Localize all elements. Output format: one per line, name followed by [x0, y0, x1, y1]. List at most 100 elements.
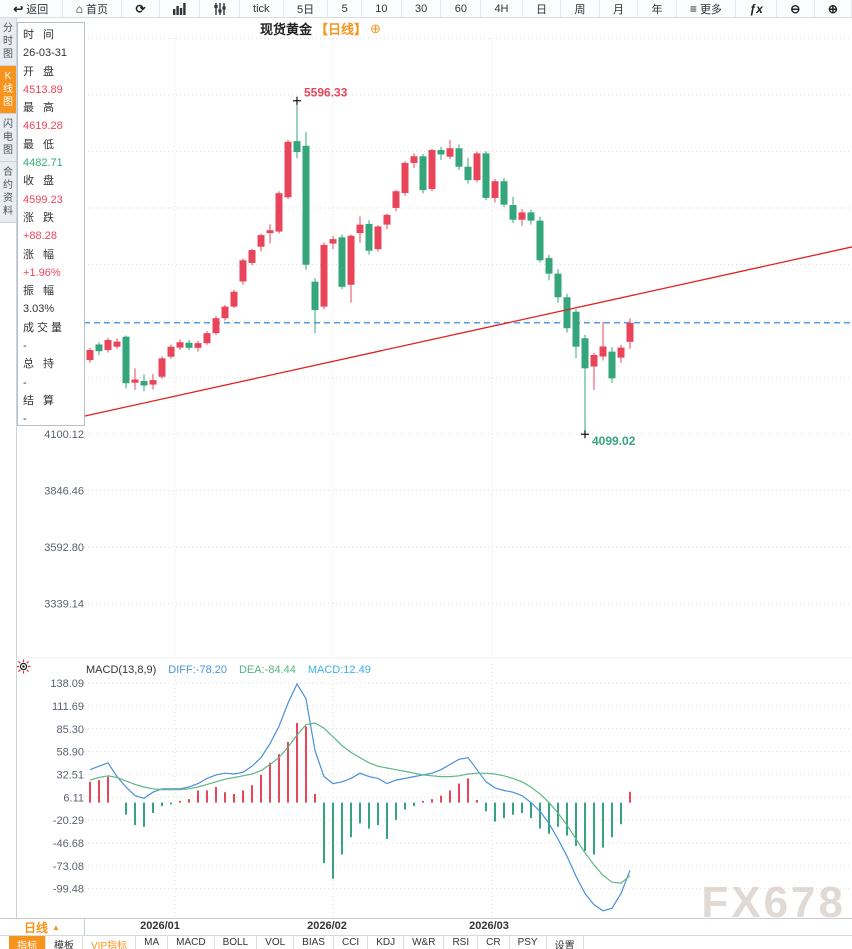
- toolbar-button-more[interactable]: ≡ 更多: [677, 0, 737, 17]
- x-axis-month-label: 2026/01: [140, 920, 180, 932]
- toolbar-button-period-month[interactable]: 月: [600, 0, 639, 17]
- indicator-tab-RSI[interactable]: RSI: [444, 936, 479, 949]
- toolbar-button-chart-style[interactable]: [160, 0, 201, 17]
- info-value: +1.96%: [23, 266, 61, 279]
- toolbar-button-period-10m[interactable]: 10: [362, 0, 402, 17]
- chart-title: 现货黄金 【日线】 ⊕: [260, 19, 381, 38]
- svg-text:-99.48: -99.48: [53, 884, 84, 896]
- circle-plus-icon[interactable]: ⊕: [370, 20, 381, 36]
- indicator-tab-MA[interactable]: MA: [136, 936, 169, 949]
- svg-text:32.51: 32.51: [56, 769, 84, 781]
- toolbar-button-period-5d[interactable]: 5日: [284, 0, 329, 17]
- indicator-tab-CR[interactable]: CR: [478, 936, 510, 949]
- svg-text:3339.14: 3339.14: [44, 599, 84, 611]
- indicator-tab-MACD[interactable]: MACD: [168, 936, 215, 949]
- info-value: 4482.71: [23, 157, 63, 170]
- chart-period-label: 【日线】: [315, 22, 368, 37]
- toolbar-button-period-year[interactable]: 年: [638, 0, 677, 17]
- indicator-tab-KDJ[interactable]: KDJ: [368, 936, 405, 949]
- toolbar-button-label: 4H: [494, 2, 509, 15]
- sidebar-tab-contract-info[interactable]: 合约资料: [0, 162, 16, 223]
- toolbar-button-label: 月: [612, 3, 624, 16]
- macd-indicator-header: MACD(13,8,9) DIFF:-78.20 DEA:-84.44 MACD:12…: [86, 664, 371, 676]
- period-selector[interactable]: 日线 ▲: [0, 919, 85, 936]
- indicator-tab-BIAS[interactable]: BIAS: [294, 936, 334, 949]
- indicator-tab-W&R[interactable]: W&R: [404, 936, 445, 949]
- toolbar-button-label: 60: [454, 2, 467, 15]
- svg-text:58.90: 58.90: [56, 747, 84, 759]
- toolbar-button-period-tick[interactable]: tick: [240, 0, 284, 17]
- price-marker-label: 4099.02: [592, 434, 636, 448]
- sidebar-tab-time-share[interactable]: 分时图: [0, 18, 16, 66]
- price-marker: 4099.02: [581, 430, 636, 448]
- info-label: 最 高: [23, 102, 58, 115]
- info-value: -: [23, 413, 27, 426]
- toolbar-button-indicator-style[interactable]: [200, 0, 240, 17]
- indicator-tab-PSY[interactable]: PSY: [510, 936, 547, 949]
- menu-icon: ≡: [689, 1, 697, 16]
- price-marker-label: 5596.33: [304, 86, 348, 100]
- toolbar-button-label: 30: [414, 2, 428, 15]
- toolbar-button-formula[interactable]: ƒx: [736, 0, 778, 17]
- trend-line[interactable]: [79, 246, 852, 418]
- toolbar-button-period-week[interactable]: 周: [561, 0, 600, 17]
- info-value: -: [23, 340, 27, 353]
- toolbar-button-period-day[interactable]: 日: [523, 0, 562, 17]
- toolbar-button-zoom-in[interactable]: ⊕: [815, 0, 852, 17]
- indicator-tab-CCI[interactable]: CCI: [334, 936, 369, 949]
- indicator-tab-设置[interactable]: 设置: [547, 936, 584, 949]
- x-axis-month-label: 2026/02: [307, 920, 347, 932]
- sidebar-tab-flash[interactable]: 闪电图: [0, 114, 16, 162]
- home-icon: ⌂: [75, 1, 84, 16]
- svg-text:-73.08: -73.08: [53, 861, 84, 873]
- top-toolbar: ↩ 返回 ⌂ 首页 ⟳ tick 5日 5 10 30 60 4H 日周月 年 ≡ 更多 ƒx ⊖ ⊕: [0, 0, 852, 18]
- fx-icon: ƒx: [749, 1, 763, 16]
- info-label: 收 盘: [23, 175, 58, 188]
- toolbar-button-period-4h[interactable]: 4H: [481, 0, 523, 17]
- indicator-tab-模板[interactable]: 模板: [46, 936, 83, 949]
- toolbar-button-zoom-out[interactable]: ⊖: [777, 0, 815, 17]
- toolbar-button-refresh[interactable]: ⟳: [122, 0, 160, 17]
- svg-text:6.11: 6.11: [63, 792, 84, 804]
- toolbar-button-period-60m[interactable]: 60: [441, 0, 482, 17]
- indicator-tab-VIP指标[interactable]: VIP指标: [83, 936, 137, 949]
- info-label: 总 持: [23, 358, 58, 371]
- macd-histogram: [89, 722, 631, 879]
- sliders-icon: [213, 2, 226, 15]
- info-value: 4599.23: [23, 193, 63, 206]
- macd-header-item: DIFF:-78.20: [168, 664, 227, 676]
- x-axis-month-label: 2026/03: [469, 920, 509, 932]
- svg-text:-20.29: -20.29: [53, 815, 84, 827]
- x-axis-row: 日线 ▲ 2026/01 2026/02 2026/03: [0, 918, 852, 936]
- toolbar-button-home[interactable]: ⌂ 首页: [63, 0, 123, 17]
- toolbar-button-period-30m[interactable]: 30: [402, 0, 442, 17]
- candles: [86, 100, 634, 435]
- chevron-up-icon: ▲: [52, 923, 60, 932]
- info-label: 振 幅: [23, 285, 58, 298]
- toolbar-button-label: 10: [375, 2, 388, 15]
- price-axis-labels: 4100.12 3846.46 3592.80 3339.14 138.09 111.69…: [44, 429, 84, 896]
- info-value: +88.28: [23, 230, 57, 243]
- info-label: 时 间: [23, 29, 58, 41]
- bar-chart-icon: [173, 2, 186, 15]
- svg-text:3846.46: 3846.46: [44, 486, 84, 498]
- indicator-tab-VOL[interactable]: VOL: [257, 936, 295, 949]
- svg-text:138.09: 138.09: [50, 678, 84, 690]
- indicator-tab-指标[interactable]: 指标: [9, 936, 46, 949]
- indicator-tab-BOLL[interactable]: BOLL: [215, 936, 258, 949]
- period-selector-label: 日线: [24, 921, 49, 935]
- zoom-out-icon: ⊖: [790, 1, 801, 16]
- toolbar-button-period-5m[interactable]: 5: [328, 0, 362, 17]
- toolbar-button-back[interactable]: ↩ 返回: [0, 0, 63, 17]
- svg-text:85.30: 85.30: [56, 724, 84, 736]
- crosshair-tool-icon[interactable]: [16, 659, 31, 679]
- svg-text:4100.12: 4100.12: [44, 429, 84, 441]
- macd-dea-line: [89, 722, 631, 884]
- price-marker: 5596.33: [293, 86, 348, 105]
- toolbar-button-label: 5: [341, 2, 348, 15]
- info-label: 最 低: [23, 138, 58, 151]
- info-label: 开 盘: [23, 65, 58, 78]
